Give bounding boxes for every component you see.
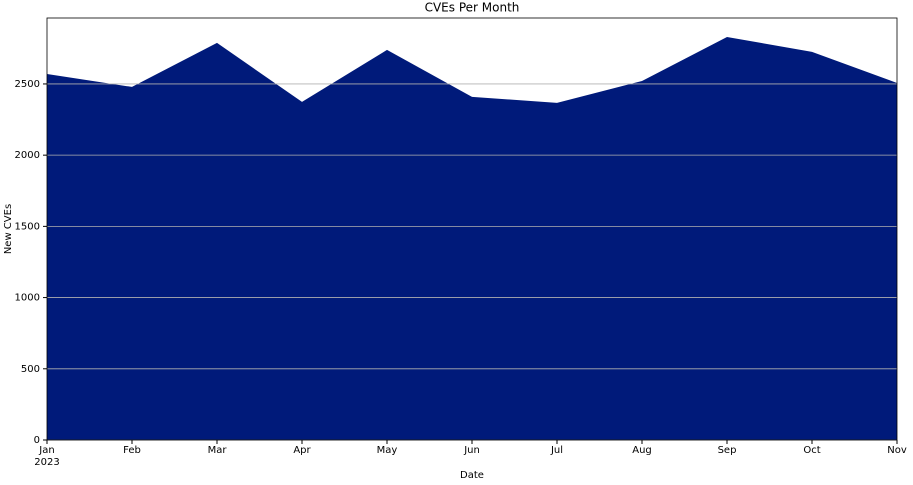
x-tick-label: Apr: [293, 445, 311, 456]
x-tick-label: Mar: [208, 445, 228, 456]
y-tick-label: 2000: [15, 150, 40, 161]
plot-frame: [46, 17, 898, 441]
x-tick-label: Nov: [887, 445, 907, 456]
x-tick-label: Jun: [463, 445, 480, 456]
y-tick-label: 0: [34, 435, 40, 446]
y-axis-label: New CVEs: [3, 204, 14, 254]
y-tick-label: 1500: [15, 221, 40, 232]
x-tick-label: Oct: [803, 445, 820, 456]
x-axis-label: Date: [460, 470, 484, 481]
chart-title: CVEs Per Month: [425, 1, 520, 15]
x-tick-label: Feb: [123, 445, 141, 456]
area: [47, 36, 897, 440]
x-year-label: 2023: [34, 457, 59, 468]
y-tick-label: 1000: [15, 293, 40, 304]
x-tick-label: Aug: [632, 445, 652, 456]
y-tick-label: 500: [21, 364, 40, 375]
x-tick-label: Jul: [550, 445, 563, 456]
y-tick-label: 2500: [15, 79, 40, 90]
x-tick-label: Sep: [718, 445, 737, 456]
x-tick-label: May: [377, 445, 398, 456]
x-tick-label: Jan: [38, 445, 54, 456]
